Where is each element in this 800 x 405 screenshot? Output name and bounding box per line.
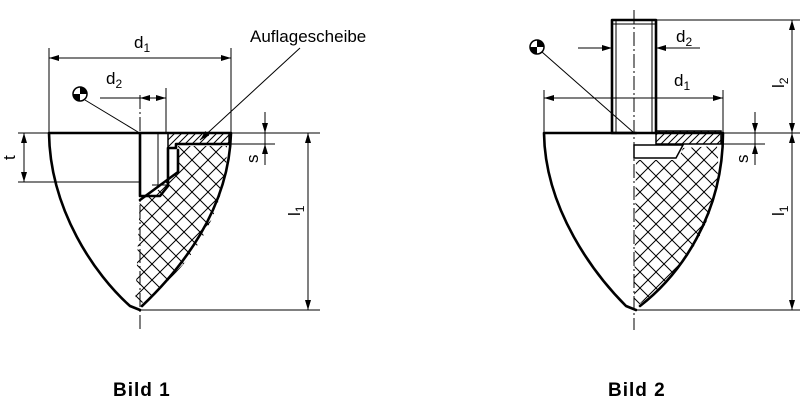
figure-bild-2: d2 d1 l2 s l1 Bild 2	[529, 10, 800, 401]
rubber-section-hatch	[135, 146, 227, 308]
caption-bild-1: Bild 1	[113, 380, 171, 401]
d1-label: d1	[134, 33, 150, 55]
figure-bild-1: d1 d2 t Auflagescheibe s l1	[0, 27, 366, 401]
l1-label: l1	[285, 205, 307, 216]
s-label-2: s	[733, 155, 752, 164]
l1-label-2: l1	[769, 205, 791, 216]
d2-label-2: d2	[676, 27, 692, 49]
s-label: s	[243, 155, 262, 164]
washer-leader	[199, 47, 301, 141]
rubber-section-hatch-2	[634, 146, 719, 308]
center-of-gravity-icon-2	[529, 39, 634, 133]
t-label: t	[0, 155, 19, 160]
caption-bild-2: Bild 2	[608, 380, 666, 401]
center-of-gravity-icon	[72, 86, 139, 133]
washer-label: Auflagescheibe	[250, 27, 366, 46]
d1-label-2: d1	[674, 71, 690, 93]
l2-label: l2	[769, 77, 791, 88]
d2-label: d2	[106, 69, 122, 91]
